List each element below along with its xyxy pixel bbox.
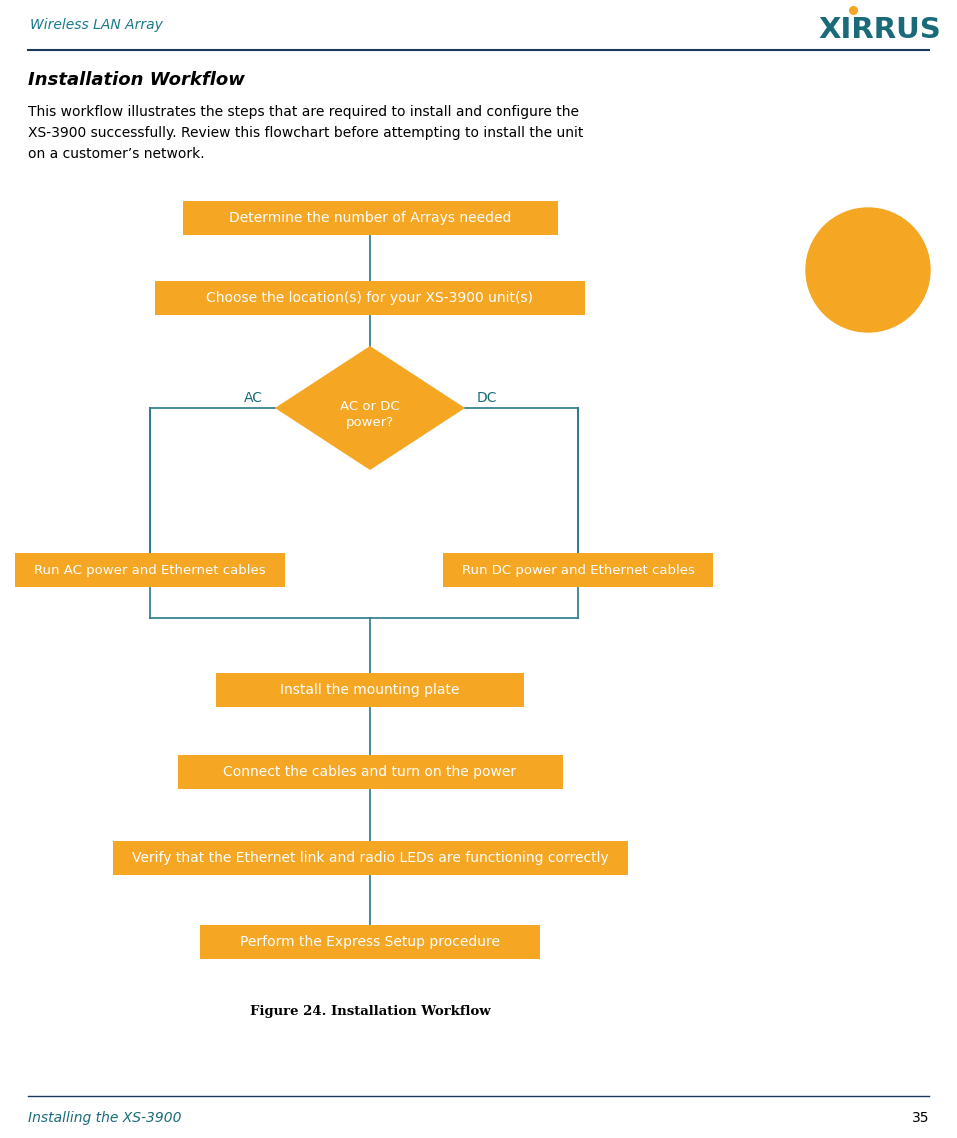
Text: Choose the location(s) for your XS-3900 unit(s): Choose the location(s) for your XS-3900 …	[207, 291, 533, 305]
FancyBboxPatch shape	[113, 841, 628, 875]
FancyBboxPatch shape	[216, 673, 524, 707]
Text: on a customer’s network.: on a customer’s network.	[28, 147, 205, 160]
Text: Verify that the Ethernet link and radio LEDs are functioning correctly: Verify that the Ethernet link and radio …	[132, 851, 609, 865]
Text: 35: 35	[911, 1111, 929, 1125]
FancyBboxPatch shape	[443, 553, 713, 587]
Text: Connect the cables and turn on the power: Connect the cables and turn on the power	[223, 765, 517, 780]
Text: Determine the number of Arrays needed: Determine the number of Arrays needed	[229, 211, 511, 225]
Text: DC: DC	[477, 391, 498, 405]
Text: Perform the Express Setup procedure: Perform the Express Setup procedure	[240, 935, 500, 949]
Text: Install the mounting plate: Install the mounting plate	[280, 683, 459, 696]
FancyBboxPatch shape	[155, 281, 585, 315]
FancyBboxPatch shape	[200, 925, 540, 959]
Text: This workflow illustrates the steps that are required to install and configure t: This workflow illustrates the steps that…	[28, 105, 579, 119]
Text: AC: AC	[244, 391, 263, 405]
Polygon shape	[275, 346, 465, 470]
Text: XS-3900 successfully. Review this flowchart before attempting to install the uni: XS-3900 successfully. Review this flowch…	[28, 126, 584, 140]
Text: Installing the XS-3900: Installing the XS-3900	[28, 1111, 182, 1125]
Text: XIRRUS: XIRRUS	[818, 16, 942, 44]
Text: Installation Workflow: Installation Workflow	[28, 71, 245, 89]
Text: Wireless LAN Array: Wireless LAN Array	[30, 18, 163, 32]
FancyBboxPatch shape	[177, 754, 563, 789]
Text: AC or DC
power?: AC or DC power?	[340, 399, 400, 429]
Circle shape	[806, 208, 930, 332]
Text: Run AC power and Ethernet cables: Run AC power and Ethernet cables	[34, 563, 266, 577]
FancyBboxPatch shape	[15, 553, 285, 587]
FancyBboxPatch shape	[183, 201, 558, 236]
Text: Run DC power and Ethernet cables: Run DC power and Ethernet cables	[461, 563, 695, 577]
Text: Figure 24. Installation Workflow: Figure 24. Installation Workflow	[250, 1006, 490, 1019]
